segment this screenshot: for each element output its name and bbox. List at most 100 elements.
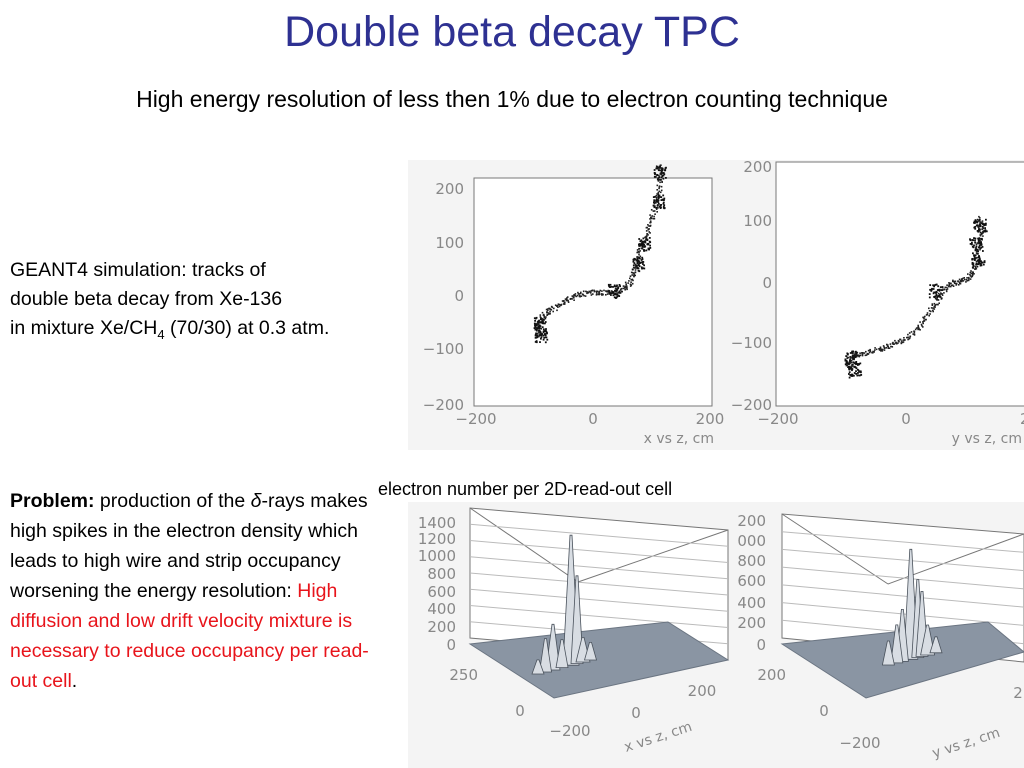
track-point — [846, 356, 849, 359]
track-point — [654, 213, 656, 215]
density-spike — [531, 659, 545, 675]
cluster-point — [937, 285, 940, 288]
track-point — [633, 272, 635, 274]
track-point — [967, 279, 970, 282]
scatter-plot-x-vs-z: 200 100 0 −100 −200 −200 0 200 x vs z, c… — [408, 160, 724, 450]
cluster-point — [642, 267, 645, 270]
cluster-point — [976, 265, 979, 268]
cluster-point — [610, 294, 612, 296]
track-point — [598, 293, 600, 296]
cluster-point — [638, 238, 641, 240]
track-point — [660, 173, 663, 176]
cluster-point — [979, 242, 981, 245]
cluster-point — [979, 264, 982, 267]
track-point — [881, 350, 884, 352]
track-point — [551, 306, 554, 309]
cluster-point — [976, 218, 979, 221]
track-point — [936, 299, 938, 301]
cluster-point — [978, 239, 981, 242]
track-point — [850, 361, 853, 364]
track-point — [924, 315, 926, 318]
cluster-point — [640, 266, 643, 269]
track-point — [979, 229, 981, 232]
track-point — [556, 309, 558, 312]
x-tick-0: 0 — [588, 410, 598, 428]
track-point — [948, 282, 950, 284]
track-point — [969, 271, 972, 274]
x-tick-2: 2 — [1013, 684, 1023, 702]
track-point — [883, 346, 885, 348]
cluster-point — [854, 362, 857, 365]
track-point — [861, 352, 863, 354]
track-point — [579, 292, 582, 295]
track-point — [586, 291, 588, 293]
track-point — [629, 285, 632, 287]
cluster-point — [656, 178, 659, 181]
cluster-point — [856, 364, 859, 366]
surface-plot-x-vs-z: 1400 1200 1000 800 600 400 200 0 250 0 −… — [408, 502, 738, 768]
cluster-point — [851, 373, 853, 376]
cluster-point — [646, 238, 649, 241]
track-point — [962, 277, 964, 280]
track-point — [537, 322, 540, 324]
cluster-point — [535, 317, 537, 320]
track-point — [979, 222, 981, 224]
track-point — [872, 351, 874, 354]
y-tick-200: 200 — [743, 160, 772, 176]
cluster-point — [652, 196, 655, 198]
track-point — [936, 303, 938, 306]
track-point — [857, 355, 860, 357]
surface-plot-y-vs-z: 1200 1000 800 600 400 200 0 200 0 −200 2… — [738, 502, 1024, 768]
track-point — [650, 221, 652, 224]
track-point — [925, 318, 927, 321]
track-point — [550, 309, 553, 311]
track-point — [940, 293, 943, 295]
track-point — [861, 352, 864, 354]
cluster-point — [634, 258, 637, 261]
track-point — [538, 335, 540, 338]
cluster-point — [848, 376, 851, 379]
cluster-point — [636, 257, 639, 260]
cluster-point — [613, 285, 616, 288]
track-point — [846, 357, 849, 359]
track-point — [626, 287, 628, 289]
track-point — [582, 294, 584, 296]
y-tick-minus-200: −200 — [731, 396, 772, 414]
cluster-point — [660, 171, 663, 174]
track-point — [945, 289, 948, 291]
track-point — [598, 291, 601, 293]
cluster-point — [973, 220, 976, 223]
track-point — [969, 275, 972, 277]
track-point — [867, 353, 870, 355]
cluster-point — [643, 243, 645, 246]
y-tick-labels: 200 100 0 −100 −200 — [423, 180, 464, 414]
cluster-point — [655, 207, 658, 209]
cluster-point — [979, 231, 982, 234]
cluster-point — [981, 261, 984, 264]
track-point — [622, 287, 625, 290]
track-point — [647, 224, 649, 226]
track-point — [624, 281, 627, 284]
cluster-point — [971, 258, 974, 260]
track-point — [930, 310, 932, 313]
cluster-point — [537, 320, 540, 323]
track-point — [641, 248, 644, 250]
cluster-point — [644, 240, 647, 243]
problem-description: Problem: production of the δ-rays makes … — [10, 486, 390, 696]
track-point — [657, 193, 660, 195]
cluster-point — [663, 173, 666, 176]
track-point — [565, 299, 568, 302]
track-point — [572, 296, 575, 298]
cluster-point — [983, 230, 986, 233]
track-point — [576, 294, 579, 297]
cluster-point — [544, 317, 547, 320]
cluster-point — [975, 262, 978, 265]
track-point — [656, 206, 659, 209]
cluster-point — [543, 319, 545, 321]
cluster-point — [638, 247, 640, 250]
track-point — [660, 168, 663, 171]
cluster-point — [932, 284, 934, 287]
cluster-point — [533, 317, 536, 320]
track-point — [659, 181, 661, 184]
density-spike — [570, 575, 584, 665]
